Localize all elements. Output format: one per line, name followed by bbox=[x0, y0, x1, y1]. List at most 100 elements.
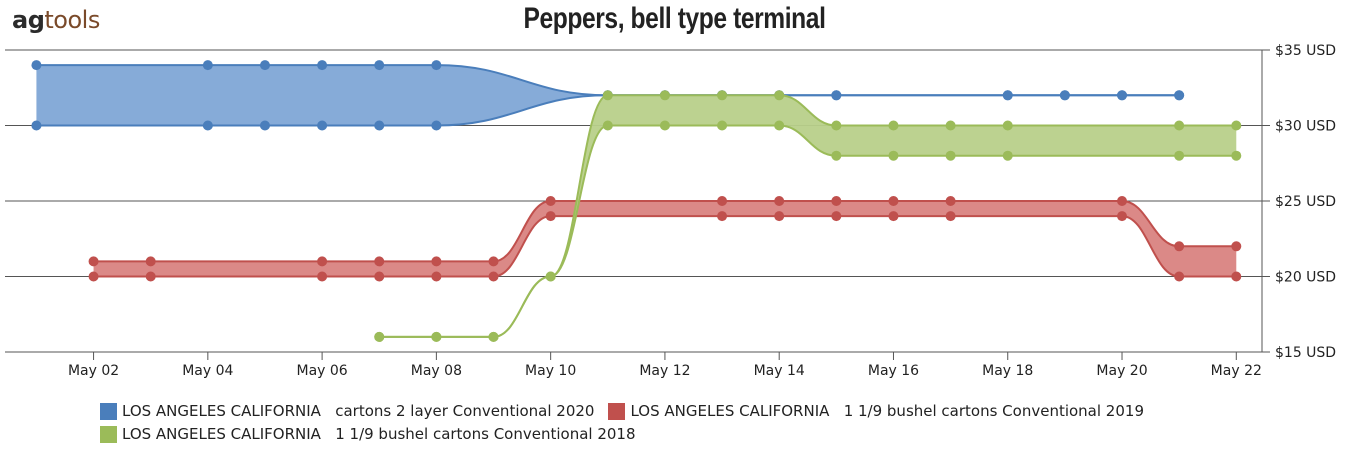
data-point-high[interactable] bbox=[945, 196, 956, 206]
data-point-low[interactable] bbox=[431, 331, 442, 342]
legend-swatch bbox=[608, 402, 626, 420]
data-point-high[interactable] bbox=[145, 256, 156, 267]
data-point-high[interactable] bbox=[31, 60, 42, 71]
x-tick-label: May 04 bbox=[182, 363, 233, 379]
data-point-high[interactable] bbox=[374, 60, 385, 71]
data-point-low[interactable] bbox=[488, 331, 499, 342]
data-point-high[interactable] bbox=[431, 60, 442, 71]
data-point-low[interactable] bbox=[888, 211, 899, 222]
data-point-low[interactable] bbox=[1059, 90, 1070, 101]
x-tick-label: May 12 bbox=[639, 363, 690, 379]
x-tick-label: May 22 bbox=[1211, 363, 1262, 379]
data-point-low[interactable] bbox=[1117, 90, 1128, 101]
data-point-high[interactable] bbox=[717, 90, 728, 101]
data-point-high[interactable] bbox=[945, 120, 956, 131]
data-point-low[interactable] bbox=[774, 211, 785, 222]
data-point-high[interactable] bbox=[1174, 120, 1185, 131]
data-point-low[interactable] bbox=[888, 150, 899, 161]
data-point-low[interactable] bbox=[1002, 90, 1013, 101]
data-point-high[interactable] bbox=[1231, 120, 1242, 131]
data-point-low[interactable] bbox=[374, 271, 385, 282]
data-point-low[interactable] bbox=[1231, 271, 1242, 282]
data-point-high[interactable] bbox=[774, 196, 785, 206]
x-tick-label: May 02 bbox=[68, 363, 119, 379]
data-point-low[interactable] bbox=[545, 271, 556, 282]
data-point-low[interactable] bbox=[31, 120, 42, 131]
data-point-low[interactable] bbox=[317, 271, 328, 282]
data-point-low[interactable] bbox=[431, 271, 442, 282]
data-point-high[interactable] bbox=[888, 120, 899, 131]
data-point-low[interactable] bbox=[717, 120, 728, 131]
data-point-high[interactable] bbox=[831, 196, 842, 206]
data-point-low[interactable] bbox=[831, 90, 842, 101]
y-tick-label: $35 USD bbox=[1275, 43, 1336, 59]
legend-swatch bbox=[100, 402, 117, 420]
data-point-high[interactable] bbox=[774, 90, 785, 101]
data-point-low[interactable] bbox=[374, 331, 385, 342]
chart-title: Peppers, bell type terminal bbox=[523, 2, 826, 35]
data-point-high[interactable] bbox=[1174, 241, 1185, 252]
data-point-low[interactable] bbox=[374, 120, 385, 131]
series-low-line bbox=[379, 124, 1237, 338]
data-point-high[interactable] bbox=[659, 90, 670, 101]
data-point-high[interactable] bbox=[888, 196, 899, 206]
x-tick-label: May 08 bbox=[411, 363, 462, 379]
data-point-high[interactable] bbox=[259, 60, 270, 71]
legend-label: LOS ANGELES CALIFORNIA 1 1/9 bushel cart… bbox=[630, 402, 1144, 420]
data-point-low[interactable] bbox=[317, 120, 328, 131]
data-point-high[interactable] bbox=[717, 196, 728, 206]
data-point-low[interactable] bbox=[945, 211, 956, 222]
x-tick-label: May 06 bbox=[296, 363, 347, 379]
y-tick-label: $30 USD bbox=[1275, 119, 1336, 135]
data-point-high[interactable] bbox=[831, 120, 842, 131]
y-tick-label: $20 USD bbox=[1275, 270, 1336, 286]
data-point-low[interactable] bbox=[1174, 271, 1185, 282]
legend-item[interactable]: LOS ANGELES CALIFORNIA cartons 2 layer C… bbox=[100, 402, 594, 420]
data-point-high[interactable] bbox=[202, 60, 213, 71]
data-point-low[interactable] bbox=[1174, 150, 1185, 161]
legend-item[interactable]: LOS ANGELES CALIFORNIA 1 1/9 bushel cart… bbox=[100, 425, 636, 443]
x-tick-label: May 20 bbox=[1096, 363, 1147, 379]
data-point-high[interactable] bbox=[602, 90, 613, 101]
axes: $35 USD $30 USD $25 USD $20 USD $15 USD May 0… bbox=[68, 43, 1336, 379]
legend-swatch bbox=[100, 425, 117, 443]
data-point-low[interactable] bbox=[145, 271, 156, 282]
legend-row: LOS ANGELES CALIFORNIA 1 1/9 bushel cart… bbox=[100, 425, 650, 443]
series-1 bbox=[88, 196, 1242, 282]
data-point-low[interactable] bbox=[602, 120, 613, 131]
legend-item[interactable]: LOS ANGELES CALIFORNIA 1 1/9 bushel cart… bbox=[608, 402, 1144, 420]
data-point-high[interactable] bbox=[317, 60, 328, 71]
data-point-low[interactable] bbox=[431, 120, 442, 131]
data-point-high[interactable] bbox=[1002, 120, 1013, 131]
y-tick-label: $15 USD bbox=[1275, 345, 1336, 361]
agtools-logo[interactable]: agtools bbox=[12, 6, 100, 34]
data-point-low[interactable] bbox=[717, 211, 728, 222]
data-point-high[interactable] bbox=[1231, 241, 1242, 252]
logo-ag-text: ag bbox=[12, 6, 45, 34]
data-point-high[interactable] bbox=[374, 256, 385, 267]
data-point-low[interactable] bbox=[545, 211, 556, 222]
y-tick-label: $25 USD bbox=[1275, 194, 1336, 210]
data-point-low[interactable] bbox=[88, 271, 99, 282]
data-point-low[interactable] bbox=[1174, 90, 1185, 101]
data-point-low[interactable] bbox=[945, 150, 956, 161]
data-point-low[interactable] bbox=[831, 150, 842, 161]
legend-row: LOS ANGELES CALIFORNIA cartons 2 layer C… bbox=[100, 402, 1158, 420]
data-point-low[interactable] bbox=[1117, 211, 1128, 222]
data-point-low[interactable] bbox=[1231, 150, 1242, 161]
data-point-high[interactable] bbox=[1117, 196, 1128, 206]
data-point-high[interactable] bbox=[488, 256, 499, 267]
logo-tools-text: tools bbox=[44, 6, 100, 34]
data-point-low[interactable] bbox=[488, 271, 499, 282]
legend-label: LOS ANGELES CALIFORNIA 1 1/9 bushel cart… bbox=[122, 425, 636, 443]
data-point-low[interactable] bbox=[1002, 150, 1013, 161]
data-point-high[interactable] bbox=[317, 256, 328, 267]
data-point-low[interactable] bbox=[259, 120, 270, 131]
data-point-high[interactable] bbox=[431, 256, 442, 267]
data-point-low[interactable] bbox=[659, 120, 670, 131]
data-point-high[interactable] bbox=[545, 196, 556, 206]
data-point-low[interactable] bbox=[831, 211, 842, 222]
data-point-low[interactable] bbox=[774, 120, 785, 131]
data-point-high[interactable] bbox=[88, 256, 99, 267]
data-point-low[interactable] bbox=[202, 120, 213, 131]
